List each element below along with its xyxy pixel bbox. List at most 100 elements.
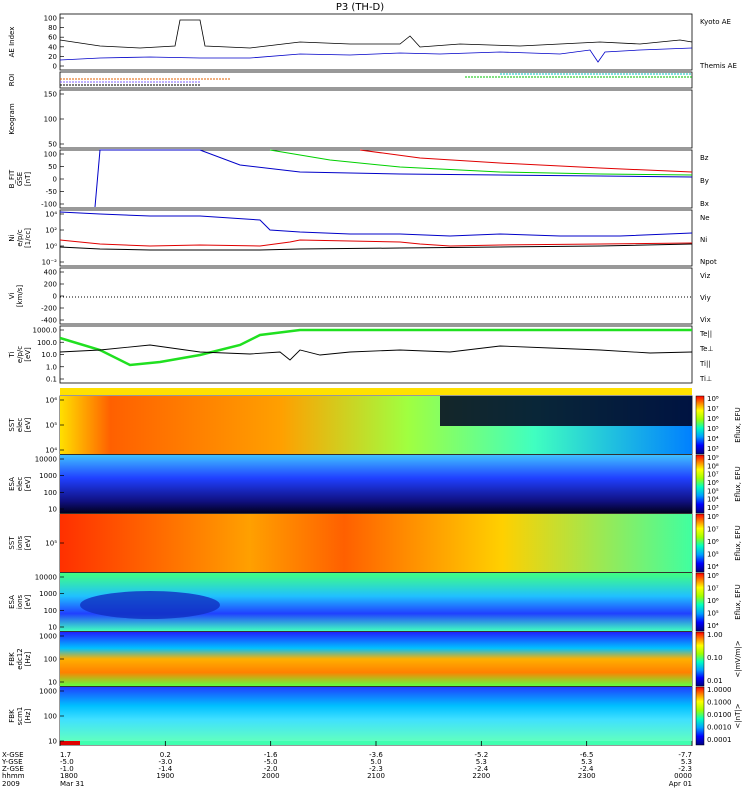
xaxis-tick-label: 2200 — [472, 772, 490, 780]
xaxis-tick-label: 5.3 — [681, 758, 692, 766]
xaxis-tick-label: 5.0 — [370, 758, 381, 766]
xaxis-row-label: Y-GSE — [1, 758, 23, 766]
panel-vi-ytick: 400 — [44, 269, 57, 277]
panel-ti-ytick: 10.0 — [41, 351, 57, 359]
legend-kyotoae: Kyoto AE — [700, 18, 731, 26]
panel-ti-frame — [59, 325, 693, 384]
themis-ae-line — [59, 19, 693, 49]
xaxis-tick-label: -5.0 — [264, 758, 278, 766]
bfit-lines — [94, 149, 693, 208]
xaxis-row-label: Z-GSE — [2, 765, 24, 773]
panel-keogram-frame — [59, 89, 693, 149]
panel-ni-frame — [59, 209, 693, 267]
fbk-bfield-spectrogram — [60, 687, 692, 741]
legend-viy: Viy — [700, 294, 711, 302]
panel-roi-ylabel-0: ROI — [8, 74, 16, 86]
colorbar-sst_e-tick: 10⁸ — [707, 395, 719, 403]
colorbar-sst_i-tick: 10⁸ — [707, 513, 719, 521]
colorbar-fbk_b-tick: 0.0001 — [707, 736, 732, 744]
legend-ti: Ti|| — [699, 360, 711, 368]
panel-bfit-ytick: -50 — [46, 188, 57, 196]
xaxis-tick-label: 2100 — [367, 772, 385, 780]
xaxis-tick-label: -3.0 — [158, 758, 172, 766]
panel-ti-ylabel-0: Ti — [8, 351, 16, 358]
panel-esa_i-ylabel-0: ESA — [8, 595, 16, 609]
legend-themisae: Themis AE — [699, 62, 737, 70]
panel-bfit-ylabel-1: GSE — [16, 172, 24, 186]
xaxis-tick-label: -2.4 — [580, 765, 594, 773]
panel-sst_i-ylabel-1: ions — [16, 535, 24, 550]
xaxis-tick-label: -2.3 — [678, 765, 692, 773]
xaxis-row-label: X-GSE — [2, 751, 24, 759]
panel-esa_i-ytick: 10 — [48, 624, 57, 632]
xaxis-tick-label: 1900 — [156, 772, 174, 780]
legend-ne: Ne — [700, 214, 710, 222]
legend-bx: Bx — [700, 200, 709, 208]
ni-line — [59, 243, 693, 251]
colorbar-sst_e — [695, 395, 705, 455]
panel-ni-ytick: 10⁰ — [45, 243, 57, 251]
xaxis-tick-label: 0.2 — [160, 751, 171, 759]
xaxis-tick-label: -7.7 — [678, 751, 692, 759]
panel-ti-ylabel-2: [eV] — [24, 347, 32, 362]
panel-fbk_b-ylabel-0: FBK — [8, 709, 16, 723]
panel-fbk_b-ylabel-1: scm1 — [16, 707, 24, 726]
legend-bz: Bz — [700, 154, 709, 162]
panel-bfit-frame — [59, 149, 693, 209]
colorbar-sst_i-tick: 10⁴ — [707, 563, 719, 571]
panel-ni-ytick: 10² — [45, 227, 57, 235]
xaxis-tick-label: 2000 — [262, 772, 280, 780]
colorbar-sst_i-tick: 10⁵ — [707, 551, 719, 559]
panel-esa_e-ytick: 10000 — [35, 456, 57, 464]
panel-ti-ytick: 1.0 — [46, 363, 57, 371]
ae-index-lines — [59, 19, 693, 63]
panel-ti-ytick: 100.0 — [37, 339, 57, 347]
panel-esa_i-ylabel-1: ions — [16, 594, 24, 609]
panel-keogram-ytick: 50 — [48, 141, 57, 149]
panel-sst_e-ylabel-1: elec — [16, 418, 24, 433]
legend-npot: Npot — [700, 258, 717, 266]
colorbar-esa_i-label: Eflux, EFU — [734, 584, 742, 619]
colorbar-esa_e-label: Eflux, EFU — [734, 466, 742, 501]
colorbar-sst_e-tick: 10⁶ — [707, 415, 719, 423]
xaxis-tick-label: -5.0 — [60, 758, 74, 766]
density-lines — [59, 211, 693, 251]
xaxis-tick-label: 1.7 — [60, 751, 71, 759]
panel-esa_e-ylabel-2: [eV] — [24, 476, 32, 491]
temperature-lines — [59, 328, 693, 367]
ti-parallel-line — [59, 328, 692, 367]
legend-ti: Ti⊥ — [699, 375, 712, 383]
colorbar-esa_e — [695, 454, 705, 514]
panel-vi-ytick: -200 — [41, 305, 57, 313]
panel-keogram-ytick: 100 — [44, 116, 57, 124]
colorbar-esa_e-tick: 10⁸ — [707, 462, 719, 470]
colorbar-esa_i-tick: 10⁴ — [707, 622, 719, 630]
spacecraft-bar — [60, 388, 692, 395]
panel-esa_e-ytick: 10 — [48, 506, 57, 514]
colorbar-esa_e-tick: 10³ — [707, 504, 719, 512]
panel-ae-ytick: 20 — [48, 53, 57, 61]
colorbar-sst_e-tick: 10³ — [707, 445, 719, 453]
panel-esa_i-ylabel-2: [eV] — [24, 594, 32, 609]
panel-vi-frame — [59, 267, 693, 325]
plot-title: P3 (TH-D) — [336, 2, 384, 13]
colorbar-fbk_b-tick: 0.0010 — [707, 724, 732, 732]
panel-fbk_b-ytick: 10 — [48, 738, 57, 746]
colorbar-esa_i-tick: 10⁸ — [707, 572, 719, 580]
colorbar-esa_e-tick: 10⁶ — [707, 479, 719, 487]
panel-sst_e-ytick: 10⁴ — [45, 447, 57, 455]
panel-fbk_e-ytick: 100 — [44, 656, 57, 664]
xaxis-tick-label: -1.6 — [264, 751, 278, 759]
colorbar-esa_e-tick: 10⁵ — [707, 487, 719, 495]
panel-esa_e-ylabel-1: elec — [16, 477, 24, 492]
legend-te: Te|| — [699, 330, 712, 338]
colorbar-esa_e-tick: 10⁴ — [707, 496, 719, 504]
colorbar-sst_e-tick: 10⁷ — [707, 405, 719, 413]
xaxis-tick-label: -1.0 — [60, 765, 74, 773]
xaxis-tick-label: -2.3 — [369, 765, 383, 773]
legend-vix: Vix — [700, 316, 711, 324]
sst-ions-spectrogram — [60, 514, 692, 572]
xaxis-tick-label: 5.3 — [581, 758, 592, 766]
panel-keogram-ylabel-0: Keogram — [8, 103, 16, 134]
